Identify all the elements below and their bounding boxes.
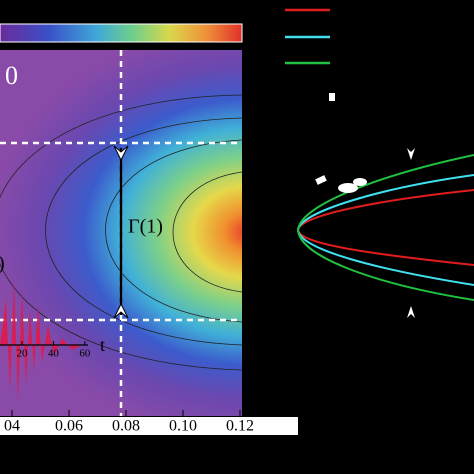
marker <box>329 93 335 101</box>
colorbar <box>0 23 243 43</box>
x-tick-label: 04 <box>4 418 20 435</box>
dashed-guides <box>0 50 242 416</box>
x-tick-label: 0.10 <box>169 418 197 435</box>
panel-label: 0 <box>5 61 18 90</box>
x-tick-label: 0.12 <box>226 418 254 435</box>
annotation-marks <box>315 148 415 318</box>
gamma-label: Γ(1) <box>128 216 163 238</box>
x-axis-strip <box>0 417 298 435</box>
x-tick-label: 0.06 <box>55 418 83 435</box>
curves <box>296 154 474 301</box>
inset-tick-label: 60 <box>79 348 91 360</box>
inset-tick-label: 20 <box>17 348 29 360</box>
side-label: ) <box>0 253 5 275</box>
legend <box>285 8 330 65</box>
x-tick-label: 0.08 <box>112 418 140 435</box>
inset-x-label: t <box>100 335 105 355</box>
gamma-arrow <box>113 145 129 319</box>
inset-tick-label: 40 <box>48 348 60 360</box>
